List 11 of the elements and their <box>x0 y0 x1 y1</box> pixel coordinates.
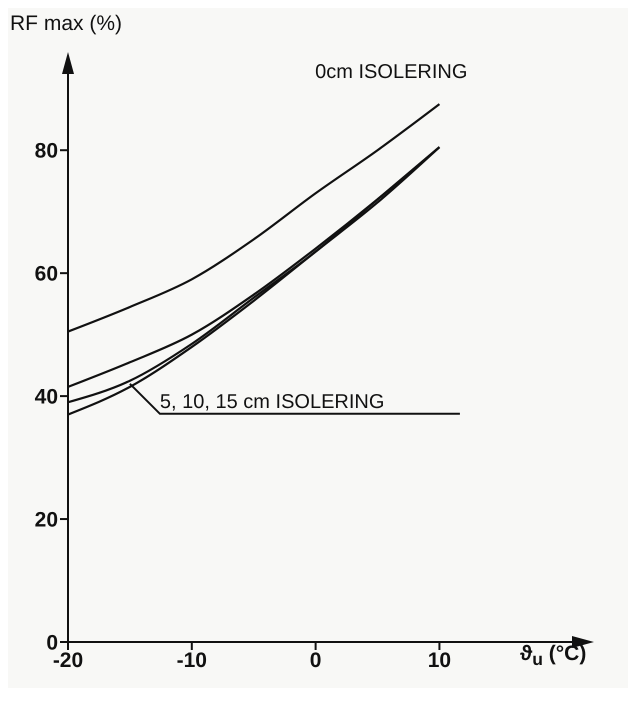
annotation: 5, 10, 15 cm ISOLERING <box>160 390 384 413</box>
y-tick-label: 40 <box>34 386 58 409</box>
x-tick-label: 0 <box>310 648 322 672</box>
y-tick-label: 20 <box>34 508 58 532</box>
x-tick-label: 10 <box>428 648 452 672</box>
y-axis-title: RF max (%) <box>10 12 122 36</box>
y-tick-label: 80 <box>34 140 58 163</box>
y-tick-label: 60 <box>34 262 58 286</box>
annotation: 0cm ISOLERING <box>315 61 468 84</box>
x-tick-label: -10 <box>176 648 207 672</box>
x-axis-title: ϑ$_{u}$ (°C) <box>520 642 586 670</box>
